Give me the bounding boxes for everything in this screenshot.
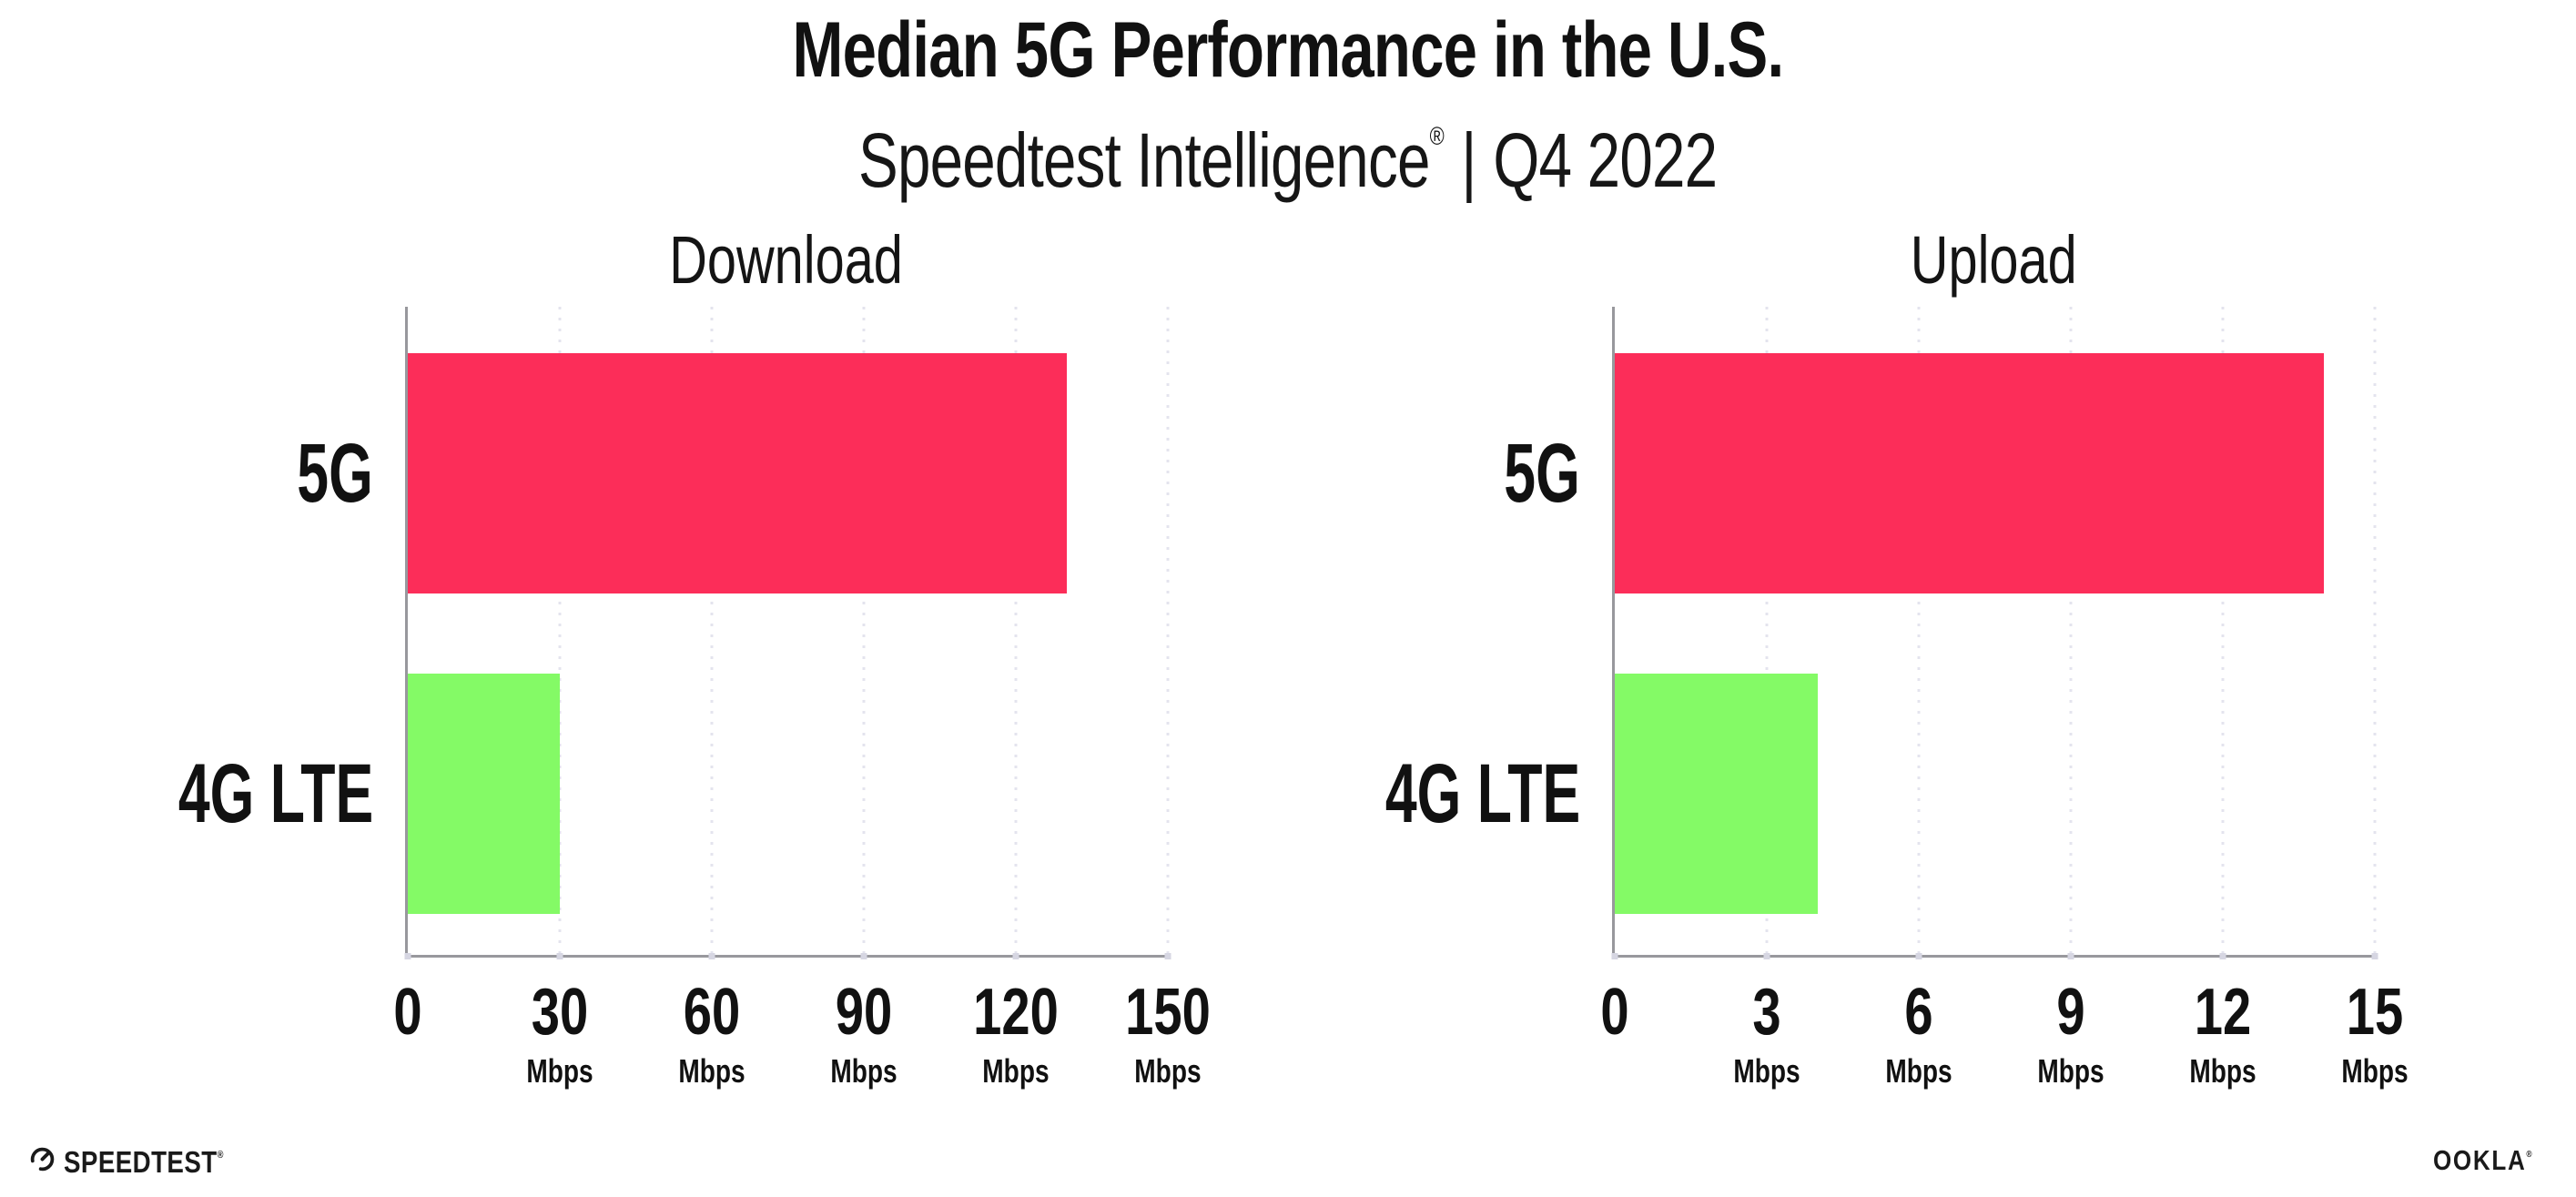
x-tick-value: 60 xyxy=(683,976,741,1049)
x-tick-unit: Mbps xyxy=(2037,1052,2104,1090)
download-plot-area: 0 30 Mbps 60 Mbps 90 Mbps 120 Mbps 150 Mbps 5G 4G LT… xyxy=(178,307,1211,1090)
speedtest-logo: SPEEDTEST® xyxy=(29,1143,254,1178)
bar-4g-lte xyxy=(408,674,560,915)
x-tick-unit: Mbps xyxy=(1134,1052,1202,1090)
gridline-15 xyxy=(2373,307,2377,955)
x-tick-value: 120 xyxy=(973,976,1059,1049)
axis-tick-dot-12 xyxy=(2219,953,2226,959)
gridline-120 xyxy=(1014,307,1018,955)
x-tick-0: 0 xyxy=(390,979,426,1046)
x-tick-30: 30 Mbps xyxy=(517,979,603,1090)
x-tick-unit: Mbps xyxy=(1885,1052,1952,1090)
bar-5g xyxy=(1615,352,2325,593)
x-tick-3: 3 Mbps xyxy=(1724,979,1810,1090)
x-tick-value: 0 xyxy=(1600,976,1629,1049)
speedtest-gauge-icon xyxy=(30,1147,55,1171)
x-tick-6: 6 Mbps xyxy=(1876,979,1962,1090)
x-tick-unit: Mbps xyxy=(1733,1052,1800,1090)
x-tick-value: 12 xyxy=(2194,976,2252,1049)
x-tick-9: 9 Mbps xyxy=(2028,979,2114,1090)
category-label-5g: 5G xyxy=(1504,426,1580,520)
category-label-4g-lte: 4G LTE xyxy=(177,747,373,841)
subtitle-period: Q4 2022 xyxy=(1493,117,1719,203)
x-tick-150: 150 Mbps xyxy=(1113,979,1222,1090)
x-tick-value: 0 xyxy=(393,976,422,1049)
x-tick-value: 150 xyxy=(1125,976,1211,1049)
subtitle-divider: | xyxy=(1461,117,1477,203)
ookla-wordmark: OOKLA xyxy=(2432,1144,2527,1176)
axis-tick-dot-120 xyxy=(1012,953,1019,959)
gridline-60 xyxy=(710,307,714,955)
x-tick-value: 6 xyxy=(1904,976,1933,1049)
x-tick-value: 3 xyxy=(1752,976,1781,1049)
axis-tick-dot-3 xyxy=(1763,953,1770,959)
x-tick-unit: Mbps xyxy=(678,1052,745,1090)
page-subtitle: Speedtest Intelligence® | Q4 2022 xyxy=(0,95,2576,202)
x-tick-unit: Mbps xyxy=(2189,1052,2257,1090)
x-tick-value: 15 xyxy=(2346,976,2404,1049)
category-label-5g: 5G xyxy=(297,426,373,520)
axis-tick-dot-6 xyxy=(1915,953,1922,959)
x-tick-unit: Mbps xyxy=(982,1052,1050,1090)
upload-plot-area: 0 3 Mbps 6 Mbps 9 Mbps 12 Mbps 15 Mbps 5G 4G LTE xyxy=(1385,307,2409,1090)
ookla-logo: OOKLA® xyxy=(2433,1140,2551,1176)
gridline-6 xyxy=(1917,307,1921,955)
gridline-12 xyxy=(2221,307,2225,955)
category-label-4g-lte: 4G LTE xyxy=(1384,747,1580,841)
axis-tick-dot-150 xyxy=(1164,953,1171,959)
x-tick-15: 15 Mbps xyxy=(2332,979,2418,1090)
gridline-150 xyxy=(1166,307,1170,955)
axis-tick-dot-90 xyxy=(860,953,867,959)
speedtest-reg-icon: ® xyxy=(217,1150,224,1161)
x-tick-value: 9 xyxy=(2056,976,2085,1049)
registered-trademark-icon: ® xyxy=(1429,122,1445,150)
gridline-90 xyxy=(862,307,866,955)
x-tick-12: 12 Mbps xyxy=(2180,979,2266,1090)
bar-4g-lte xyxy=(1615,674,1818,915)
x-tick-unit: Mbps xyxy=(830,1052,898,1090)
gridline-30 xyxy=(558,307,562,955)
x-tick-unit: Mbps xyxy=(2341,1052,2409,1090)
upload-chart-title: Upload xyxy=(1910,222,2077,298)
x-tick-120: 120 Mbps xyxy=(961,979,1070,1090)
axis-tick-dot-15 xyxy=(2371,953,2378,959)
axis-tick-dot-30 xyxy=(556,953,563,959)
bar-5g xyxy=(408,352,1067,593)
axis-tick-dot-60 xyxy=(708,953,715,959)
x-tick-unit: Mbps xyxy=(526,1052,593,1090)
page-title: Median 5G Performance in the U.S. xyxy=(792,6,1785,94)
ookla-reg-icon: ® xyxy=(2526,1150,2532,1160)
download-chart-title: Download xyxy=(669,222,904,298)
speedtest-wordmark: SPEEDTEST® xyxy=(64,1145,224,1179)
x-tick-90: 90 Mbps xyxy=(821,979,907,1090)
x-tick-0: 0 xyxy=(1597,979,1633,1046)
x-tick-value: 30 xyxy=(531,976,589,1049)
gridline-9 xyxy=(2069,307,2073,955)
axis-tick-dot-0 xyxy=(404,953,411,959)
subtitle-brand: Speedtest Intelligence xyxy=(858,117,1430,203)
gridline-3 xyxy=(1765,307,1769,955)
x-tick-value: 90 xyxy=(835,976,893,1049)
axis-tick-dot-0 xyxy=(1611,953,1618,959)
x-tick-60: 60 Mbps xyxy=(669,979,755,1090)
axis-tick-dot-9 xyxy=(2067,953,2074,959)
